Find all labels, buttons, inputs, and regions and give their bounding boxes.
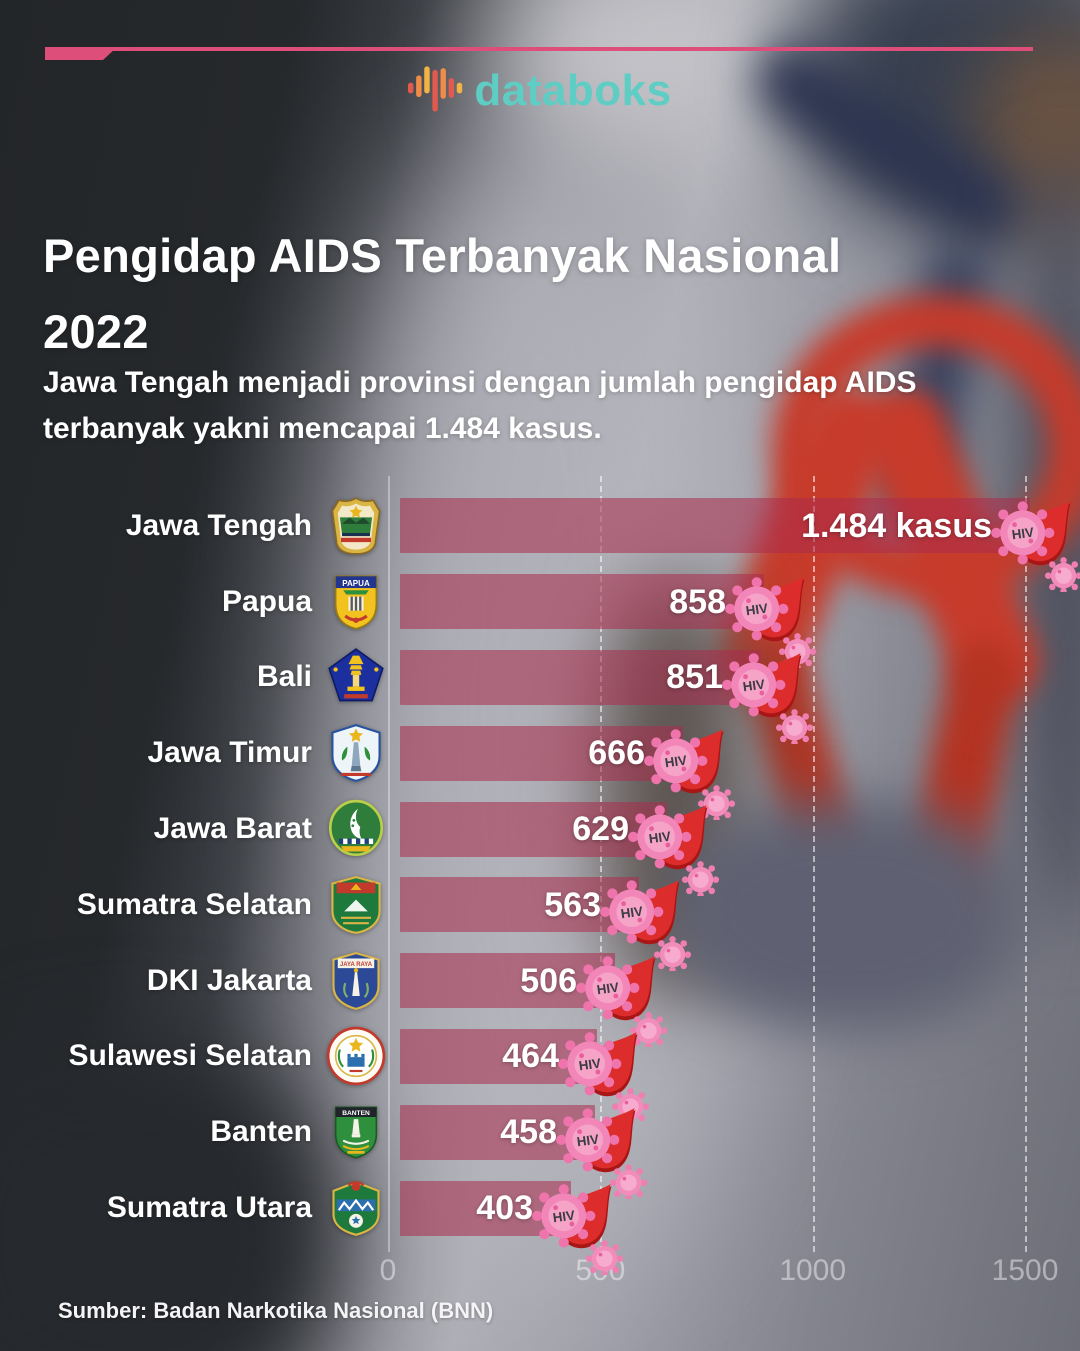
province-label: Papua (221, 584, 312, 618)
province-label: Jawa Timur (147, 736, 312, 770)
bar: 851 HIV (400, 649, 814, 747)
logo-wordmark: databoks (474, 65, 672, 115)
bar: 629 HIV (400, 801, 720, 898)
hiv-blood-drop-icon: HIV (595, 869, 697, 974)
province-label: Bali (256, 660, 312, 694)
bar: 464 HIV (400, 1028, 650, 1126)
svg-text:HIV: HIV (620, 904, 644, 922)
jawa-tengah-emblem (324, 494, 388, 558)
hiv-blood-drop-icon: HIV (553, 1021, 655, 1126)
gridline-1500 (1025, 476, 1028, 1252)
bg-hand (670, 800, 1020, 1030)
gridline-500 (600, 476, 603, 1252)
bar-value-label: 563 (544, 885, 601, 924)
chart-row: Banten BANTEN 458 HIV (0, 1094, 1080, 1202)
bar-value-label: 858 (669, 582, 726, 621)
hiv-blood-drop-icon: HIV (639, 718, 741, 823)
bar-value-label: 1.484 kasus (801, 506, 992, 545)
hiv-blood-drop-icon: HIV (551, 1097, 653, 1202)
province-label: Banten (210, 1115, 312, 1149)
bar-chart: Jawa Tengah 1.484 kasus HIV (0, 476, 1080, 1298)
papua-emblem: PAPUA (324, 570, 388, 634)
svg-text:HIV: HIV (648, 828, 672, 846)
hiv-blood-drop-icon: HIV (571, 945, 673, 1050)
bar-value-label: 458 (500, 1113, 557, 1152)
bar-value-label: 464 (502, 1037, 559, 1076)
svg-text:HIV: HIV (1011, 525, 1035, 543)
hiv-blood-drop-icon: HIV (527, 1173, 629, 1277)
svg-text:HIV: HIV (742, 676, 766, 694)
bar-value-label: 629 (572, 810, 629, 849)
province-label: Sulawesi Selatan (68, 1039, 312, 1073)
databoks-bars-icon (408, 58, 464, 123)
bali-emblem (324, 645, 388, 709)
svg-text:BANTEN: BANTEN (342, 1110, 370, 1117)
databoks-logo: databoks (0, 58, 1080, 123)
chart-row: DKI Jakarta JAYA RAYA 506 HIV (0, 943, 1080, 1050)
sumatra-selatan-emblem (324, 873, 388, 937)
dki-jakarta-emblem: JAYA RAYA (324, 949, 388, 1013)
svg-text:PAPUA: PAPUA (342, 579, 370, 588)
bar-value-label: 666 (588, 734, 645, 773)
svg-text:HIV: HIV (552, 1207, 576, 1225)
title-line-2: 2022 (43, 305, 149, 358)
jawa-barat-emblem (324, 797, 388, 861)
top-accent-block (45, 47, 117, 60)
svg-text:JAYA RAYA: JAYA RAYA (340, 962, 373, 968)
x-tick-label: 1000 (779, 1254, 847, 1287)
chart-row: Sulawesi Selatan 464 HIV (0, 1019, 1080, 1126)
page-title: Pengidap AIDS Terbanyak Nasional 2022 (43, 218, 841, 370)
chart-row: Jawa Timur 666 HIV (0, 715, 1080, 823)
hiv-blood-drop-icon: HIV (720, 566, 822, 671)
source-note: Sumber: Badan Narkotika Nasional (BNN) (58, 1298, 494, 1323)
gridline-0 (388, 476, 390, 1252)
sumatra-utara-emblem (324, 1176, 388, 1240)
title-line-1: Pengidap AIDS Terbanyak Nasional (43, 229, 842, 282)
chart-row: Jawa Barat 629 HIV (0, 791, 1080, 898)
bar: 403 HIV (400, 1180, 624, 1277)
bar: 506 HIV (400, 953, 668, 1050)
bar: 666 HIV (400, 725, 736, 823)
x-tick-label: 0 (379, 1254, 397, 1287)
bar: 858 HIV (400, 574, 817, 671)
bar: 563 HIV (400, 877, 692, 974)
top-accent-line (45, 47, 1033, 51)
hiv-blood-drop-icon: HIV (623, 794, 725, 898)
svg-text:HIV: HIV (596, 980, 620, 998)
bar-value-label: 851 (666, 658, 723, 697)
chart-row: Sumatra Selatan 563 HIV (0, 867, 1080, 974)
bar-value-label: 506 (520, 961, 577, 1000)
svg-text:HIV: HIV (664, 752, 688, 770)
province-label: Sumatra Utara (106, 1191, 312, 1225)
x-tick-label: 1500 (991, 1254, 1059, 1287)
svg-text:HIV: HIV (576, 1131, 600, 1149)
page-subtitle: Jawa Tengah menjadi provinsi dengan juml… (43, 366, 917, 445)
bar-value-label: 403 (476, 1189, 533, 1228)
province-label: Jawa Tengah (125, 508, 312, 542)
hiv-blood-drop-icon: HIV (986, 490, 1080, 595)
chart-row: Sumatra Utara 403 HIV (0, 1170, 1080, 1277)
province-label: DKI Jakarta (146, 963, 312, 997)
province-label: Jawa Barat (153, 812, 312, 846)
bar: 458 HIV (400, 1104, 648, 1202)
svg-text:HIV: HIV (745, 601, 769, 619)
chart-row: Jawa Tengah 1.484 kasus HIV (0, 488, 1080, 595)
province-label: Sumatra Selatan (76, 887, 312, 921)
banten-emblem: BANTEN (324, 1100, 388, 1164)
bar: 1.484 kasus HIV (400, 498, 1080, 595)
svg-text:HIV: HIV (578, 1055, 602, 1073)
jawa-timur-emblem (324, 721, 388, 785)
chart-rows: Jawa Tengah 1.484 kasus HIV (0, 488, 1080, 1277)
gridline-1000 (812, 476, 815, 1252)
hiv-blood-drop-icon: HIV (717, 642, 819, 747)
sulawesi-selatan-emblem (324, 1024, 388, 1088)
bg-bottom-left-dark (0, 1040, 340, 1351)
chart-row: Papua PAPUA 858 HIV (0, 564, 1080, 671)
chart-row: Bali 851 HIV (0, 640, 1080, 747)
bg-top-light (500, 0, 800, 160)
